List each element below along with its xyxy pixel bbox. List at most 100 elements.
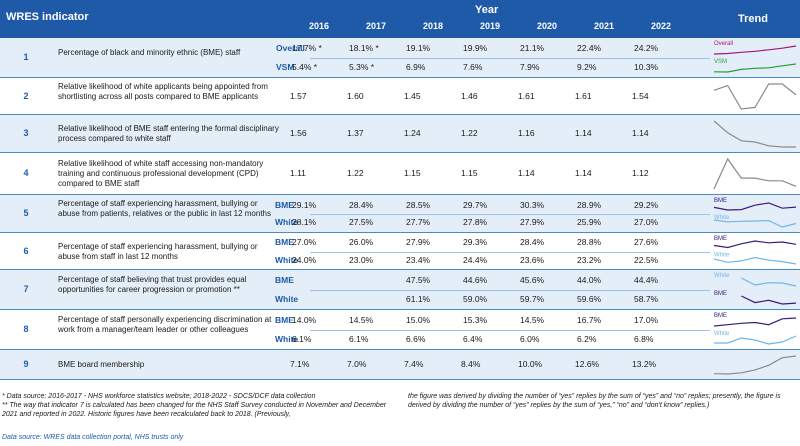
trend-line — [741, 277, 797, 287]
table-cell: 5.4% * — [292, 61, 318, 72]
table-row: 1 Percentage of black and minority ethnic… — [0, 38, 800, 78]
table-cell: 45.6% — [520, 275, 545, 285]
trend-label: White — [714, 253, 730, 259]
table-cell: 27.0% — [292, 237, 317, 248]
table-cell: 1.15 — [404, 168, 421, 178]
table-cell: 23.2% — [577, 254, 602, 265]
trend-label: White — [714, 273, 730, 279]
trend-line — [713, 120, 796, 148]
category-label: White — [275, 254, 299, 265]
trend-line — [713, 256, 797, 265]
table-cell: 1.14 — [575, 168, 592, 178]
table-cell: 1.11 — [290, 168, 306, 178]
indicator-description: Percentage of staff experiencing harassm… — [58, 241, 258, 261]
table-cell: 7.4% — [404, 359, 424, 369]
year-header-2022: 2022 — [650, 21, 672, 31]
table-cell: 30.3% — [520, 199, 545, 210]
table-cell: 1.60 — [347, 90, 364, 101]
table-row: 8 Percentage of staff personally experien… — [0, 310, 800, 350]
indicator-description: Percentage of staff personally experienc… — [58, 315, 272, 334]
indicator-number: 8 — [23, 324, 29, 334]
table-cell: 1.61 — [518, 90, 535, 101]
indicator-number: 7 — [23, 284, 29, 294]
footnote-data-source: * Data source: 2016-2017 - NHS workforce… — [2, 393, 316, 400]
table-row: 3 Relative likelihood of BME staff enteri… — [0, 115, 800, 153]
table-cell: 27.9% — [520, 217, 545, 228]
trend-line — [713, 355, 797, 375]
trend-sparkline: BME White — [713, 198, 797, 228]
table-cell: 28.8% — [577, 237, 602, 248]
table-cell: 27.7% — [406, 217, 431, 228]
table-cell: 9.2% — [577, 61, 597, 72]
trend-sparkline — [713, 355, 797, 375]
table-cell: 1.45 — [404, 90, 421, 101]
table-cell: 61.1% — [406, 293, 431, 304]
table-row: 6 Percentage of staff experiencing harass… — [0, 233, 800, 270]
year-column-header: Year — [475, 4, 499, 16]
trend-label: White — [714, 331, 730, 337]
table-cell: 6.8% — [634, 333, 654, 344]
table-cell: 28.9% — [577, 199, 602, 210]
indicator-number: 3 — [23, 128, 29, 138]
trend-label: BME — [714, 236, 727, 242]
sub-row-divider — [310, 214, 710, 215]
table-cell: 28.4% — [349, 199, 374, 210]
table-cell: 27.8% — [463, 217, 488, 228]
table-cell: 1.14 — [632, 128, 649, 138]
indicator-description: Percentage of staff experiencing harassm… — [58, 199, 271, 218]
table-cell: 28.4% — [520, 237, 545, 248]
table-cell: 58.7% — [634, 293, 659, 304]
table-cell: 6.9% — [406, 61, 426, 72]
sub-row-divider — [310, 290, 710, 291]
trend-label: BME — [714, 291, 727, 297]
trend-sparkline — [713, 120, 796, 148]
table-cell: 19.1% — [406, 43, 431, 53]
table-cell: 1.57 — [290, 90, 307, 101]
year-header-2019: 2019 — [479, 21, 501, 31]
table-cell: 8.4% — [461, 359, 481, 369]
table-cell: 27.6% — [634, 237, 659, 248]
table-cell: 5.3% * — [349, 61, 375, 72]
trend-sparkline: BME White — [713, 236, 797, 265]
table-cell: 59.7% — [520, 293, 545, 304]
table-cell: 14.0% — [292, 315, 317, 325]
table-cell: 6.2% — [577, 333, 597, 344]
table-cell: 1.12 — [632, 168, 649, 178]
sub-row-divider — [310, 330, 710, 331]
table-cell: 14.5% — [349, 315, 374, 325]
indicator-description: Percentage of staff believing that trust… — [58, 275, 247, 294]
trend-label: BME — [714, 313, 727, 319]
table-cell: 59.0% — [463, 293, 488, 304]
table-cell: 24.2% — [634, 43, 659, 53]
table-cell: 1.22 — [347, 168, 364, 178]
table-cell: 1.24 — [404, 128, 421, 138]
table-cell: 44.6% — [463, 275, 488, 285]
category-label: VSM — [276, 61, 295, 72]
table-cell: 16.7% — [577, 315, 602, 325]
table-cell: 44.4% — [634, 275, 659, 285]
indicator-description: Relative likelihood of white staff acces… — [58, 159, 264, 188]
indicator-number: 1 — [23, 52, 29, 62]
table-cell: 6.0% — [520, 333, 540, 344]
table-header: WRES indicator Year Trend 2016 2017 2018… — [0, 0, 800, 38]
table-cell: 1.37 — [347, 128, 364, 138]
table-cell: 10.0% — [518, 359, 543, 369]
table-row: 7 Percentage of staff believing that trus… — [0, 270, 800, 310]
trend-line — [713, 83, 797, 110]
trend-column-header: Trend — [738, 13, 768, 25]
table-cell: 1.14 — [518, 168, 535, 178]
trend-label: Overall — [714, 41, 733, 47]
trend-line — [713, 240, 797, 249]
table-cell: 1.56 — [290, 128, 307, 138]
trend-line — [714, 335, 797, 345]
trend-label: VSM — [714, 59, 727, 65]
table-cell: 28.1% — [292, 217, 317, 228]
trend-line — [713, 202, 797, 211]
table-cell: 23.4% — [406, 254, 431, 265]
table-cell: 23.6% — [520, 254, 545, 265]
category-label: White — [275, 217, 299, 228]
category-label: White — [275, 333, 299, 344]
table-cell: 24.0% — [292, 254, 317, 265]
indicator-description: BME board membership — [58, 360, 145, 369]
footnotes-left: * Data source: 2016-2017 - NHS workforce… — [2, 392, 397, 419]
